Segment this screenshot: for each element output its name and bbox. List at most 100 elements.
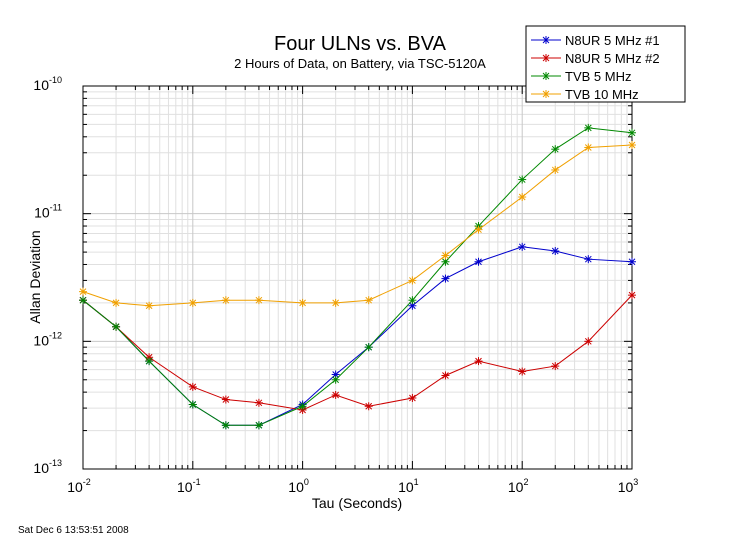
- y-tick-label-exponent: -10: [49, 75, 62, 85]
- data-point: [518, 367, 527, 376]
- x-tick-label: 100: [288, 477, 309, 495]
- data-point: [298, 402, 307, 411]
- data-point: [221, 395, 230, 404]
- data-point: [474, 357, 483, 366]
- x-tick-label-base: 10: [177, 479, 193, 495]
- legend-label: TVB 5 MHz: [565, 69, 631, 84]
- data-point: [112, 298, 121, 307]
- data-point: [145, 357, 154, 366]
- legend-item: N8UR 5 MHz #2: [531, 51, 660, 66]
- data-point: [551, 362, 560, 371]
- data-point: [79, 287, 87, 296]
- data-point: [188, 382, 197, 391]
- series-2: [79, 291, 636, 414]
- y-tick-label-base: 10: [34, 205, 50, 221]
- legend: N8UR 5 MHz #1 N8UR 5 MHz #2 TVB 5 MHz TVB 1…: [525, 25, 686, 103]
- y-tick-label-base: 10: [33, 332, 49, 348]
- data-point: [441, 371, 450, 380]
- data-point: [331, 298, 340, 307]
- legend-marker: [542, 54, 550, 62]
- legend-marker: [542, 90, 550, 98]
- x-tick-label-exponent: 2: [523, 477, 528, 487]
- data-point: [551, 165, 560, 174]
- data-point: [254, 296, 263, 305]
- series-line: [82, 294, 633, 411]
- data-point: [584, 143, 593, 152]
- x-tick-label-base: 10: [618, 479, 634, 495]
- y-tick-label: 10-10: [33, 75, 62, 93]
- axis-ticks: [82, 85, 633, 470]
- data-point: [474, 225, 483, 234]
- data-point: [331, 375, 340, 384]
- y-tick-label: 10-12: [33, 330, 62, 348]
- chart-subtitle: 2 Hours of Data, on Battery, via TSC-512…: [234, 56, 486, 71]
- data-point: [474, 257, 483, 266]
- data-point: [221, 421, 230, 430]
- data-point: [441, 274, 450, 283]
- data-point: [628, 291, 636, 300]
- data-point: [364, 402, 373, 411]
- x-axis-label: Tau (Seconds): [312, 495, 402, 511]
- legend-item: TVB 10 MHz: [531, 87, 639, 102]
- x-tick-label-exponent: 0: [304, 477, 309, 487]
- x-tick-label: 10-2: [67, 477, 91, 495]
- data-point: [584, 337, 593, 346]
- chart-title: Four ULNs vs. BVA: [274, 33, 447, 55]
- legend-item: TVB 5 MHz: [531, 69, 631, 84]
- timestamp: Sat Dec 6 13:53:51 2008: [18, 525, 129, 536]
- x-tick-label-base: 10: [67, 479, 83, 495]
- data-point: [254, 421, 263, 430]
- data-point: [628, 141, 636, 150]
- data-point: [188, 400, 197, 409]
- legend-marker: [542, 72, 550, 80]
- plot-frame: [82, 85, 633, 470]
- data-point: [584, 255, 593, 264]
- data-point: [518, 242, 527, 251]
- y-axis-label: Allan Deviation: [27, 230, 43, 323]
- y-tick-label-base: 10: [33, 77, 49, 93]
- x-tick-label-base: 10: [398, 479, 414, 495]
- x-tick-label-exponent: 3: [633, 477, 638, 487]
- data-point: [331, 390, 340, 399]
- y-tick-label-base: 10: [33, 460, 49, 476]
- series-4: [79, 141, 636, 310]
- data-point: [79, 296, 87, 305]
- data-point: [188, 298, 197, 307]
- legend-marker: [542, 36, 550, 44]
- data-point: [628, 257, 636, 266]
- y-tick-label-exponent: -13: [49, 458, 62, 468]
- data-point: [408, 296, 417, 305]
- x-tick-label-exponent: -1: [193, 477, 201, 487]
- x-tick-label: 10-1: [177, 477, 201, 495]
- legend-label: N8UR 5 MHz #2: [565, 51, 660, 66]
- data-point: [408, 393, 417, 402]
- series-line: [82, 127, 633, 426]
- data-point: [518, 175, 527, 184]
- series-layer: [79, 123, 636, 430]
- legend-item: N8UR 5 MHz #1: [531, 33, 660, 48]
- data-point: [551, 145, 560, 154]
- x-tick-label: 101: [398, 477, 419, 495]
- y-tick-label: 10-11: [34, 203, 62, 221]
- data-point: [628, 128, 636, 137]
- data-point: [254, 398, 263, 407]
- data-point: [298, 298, 307, 307]
- y-tick-label: 10-13: [33, 458, 62, 476]
- data-point: [441, 251, 450, 260]
- y-tick-label-exponent: -12: [49, 330, 62, 340]
- x-tick-label-base: 10: [288, 479, 304, 495]
- data-point: [112, 322, 121, 331]
- x-tick-label-base: 10: [508, 479, 524, 495]
- data-point: [364, 343, 373, 352]
- data-point: [584, 123, 593, 132]
- y-tick-label-exponent: -11: [50, 203, 62, 213]
- data-point: [551, 247, 560, 256]
- data-point: [364, 296, 373, 305]
- data-point: [518, 193, 527, 202]
- x-tick-label-exponent: -2: [83, 477, 91, 487]
- data-point: [145, 301, 154, 310]
- legend-label: N8UR 5 MHz #1: [565, 33, 660, 48]
- data-point: [221, 296, 230, 305]
- x-tick-label: 103: [618, 477, 639, 495]
